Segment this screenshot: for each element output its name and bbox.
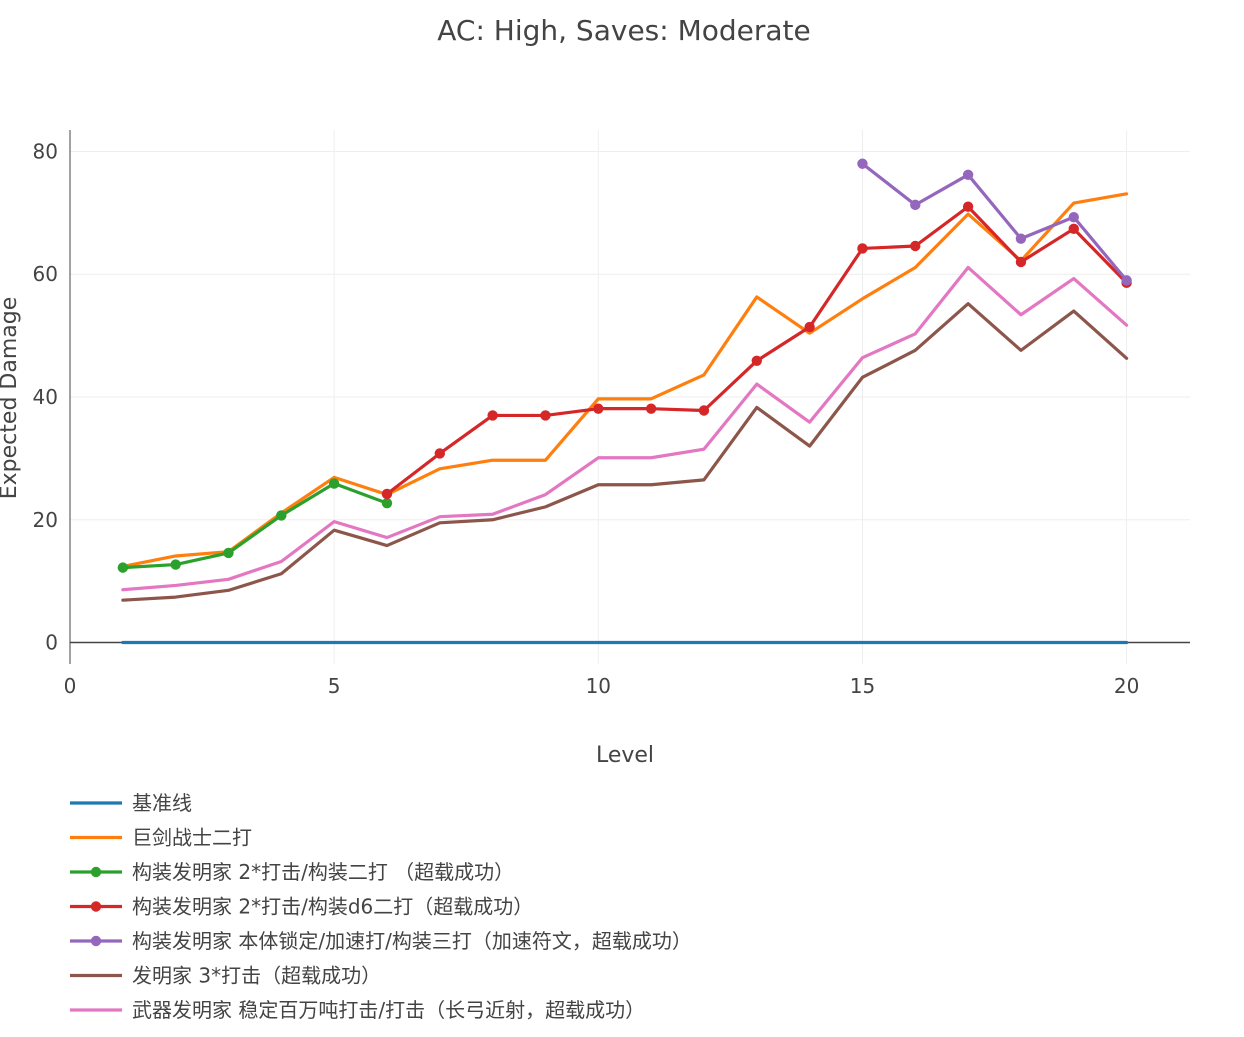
series-4-point <box>857 243 868 254</box>
series-line-6 <box>121 302 1129 602</box>
legend-label: 基准线 <box>132 791 192 815</box>
markers-layer <box>117 158 1132 573</box>
y-tick-label: 40 <box>33 385 58 409</box>
series-4-point <box>962 201 974 212</box>
series-line-7 <box>121 265 1129 592</box>
series-layer <box>121 162 1129 645</box>
series-5-point <box>1068 211 1079 223</box>
series-4-point <box>698 405 710 416</box>
series-line-4 <box>385 205 1129 496</box>
series-4-point <box>751 355 762 366</box>
series-3-point <box>117 562 129 573</box>
series-3-point <box>223 547 234 559</box>
legend-label: 构装发明家 本体锁定/加速打/构装三打（加速符文，超载成功） <box>132 929 692 953</box>
y-tick-label: 20 <box>33 508 58 532</box>
x-tick-label: 0 <box>64 674 77 698</box>
x-tick-label: 20 <box>1114 674 1139 698</box>
y-axis-title: Expected Damage <box>0 297 22 499</box>
series-line-3 <box>121 481 389 570</box>
series-3-point <box>276 510 287 521</box>
series-3-point <box>170 559 181 570</box>
series-5-point <box>962 169 974 181</box>
legend-item-3[interactable]: 构装发明家 2*打击/构装二打 （超载成功） <box>70 860 514 884</box>
series-5-point <box>1015 233 1027 244</box>
series-4-point <box>645 403 657 414</box>
series-4-point <box>381 488 393 500</box>
series-line-2 <box>121 192 1129 569</box>
series-4-point <box>593 403 604 414</box>
x-axis-title: Level <box>596 743 654 768</box>
series-4-point <box>1015 256 1027 268</box>
y-tick-label: 0 <box>45 631 58 655</box>
series-5-point <box>910 199 921 211</box>
series-3-point <box>381 497 393 509</box>
x-tick-label: 10 <box>586 674 611 698</box>
legend-item-7[interactable]: 武器发明家 稳定百万吨打击/打击（长弓近射，超载成功） <box>70 998 645 1022</box>
series-4-point <box>910 240 921 252</box>
series-5-point <box>857 158 868 169</box>
legend-marker <box>90 866 102 878</box>
tick-labels: 0 5 10 15 20 0 20 40 60 80 <box>33 139 1140 698</box>
y-tick-label: 80 <box>33 139 58 163</box>
x-tick-label: 15 <box>850 674 875 698</box>
legend-label: 武器发明家 稳定百万吨打击/打击（长弓近射，超载成功） <box>132 998 645 1022</box>
series-3-point <box>328 478 340 489</box>
legend-marker <box>90 935 102 947</box>
legend-item-2[interactable]: 巨剑战士二打 <box>70 826 252 850</box>
legend-label: 巨剑战士二打 <box>132 826 252 850</box>
legend-item-4[interactable]: 构装发明家 2*打击/构装d6二打（超载成功） <box>70 895 533 919</box>
series-4-point <box>804 321 815 333</box>
legend-label: 构装发明家 2*打击/构装二打 （超载成功） <box>132 860 514 884</box>
series-4-point <box>434 448 446 459</box>
series-4-point <box>1068 223 1079 235</box>
series-4-point <box>540 410 551 421</box>
series-4-point <box>487 410 498 421</box>
legend-label: 构装发明家 2*打击/构装d6二打（超载成功） <box>132 895 533 919</box>
legend-marker <box>90 901 102 912</box>
legend-item-5[interactable]: 构装发明家 本体锁定/加速打/构装三打（加速符文，超载成功） <box>70 929 692 953</box>
legend-item-6[interactable]: 发明家 3*打击（超载成功） <box>70 964 381 988</box>
x-tick-label: 5 <box>328 674 341 698</box>
y-tick-label: 60 <box>33 262 58 286</box>
gridlines <box>70 130 1190 664</box>
legend-item-1[interactable]: 基准线 <box>70 791 192 815</box>
legend-label: 发明家 3*打击（超载成功） <box>132 964 381 988</box>
chart-title: AC: High, Saves: Moderate <box>437 14 811 47</box>
series-5-point <box>1121 275 1132 286</box>
series-line-5 <box>860 162 1129 282</box>
